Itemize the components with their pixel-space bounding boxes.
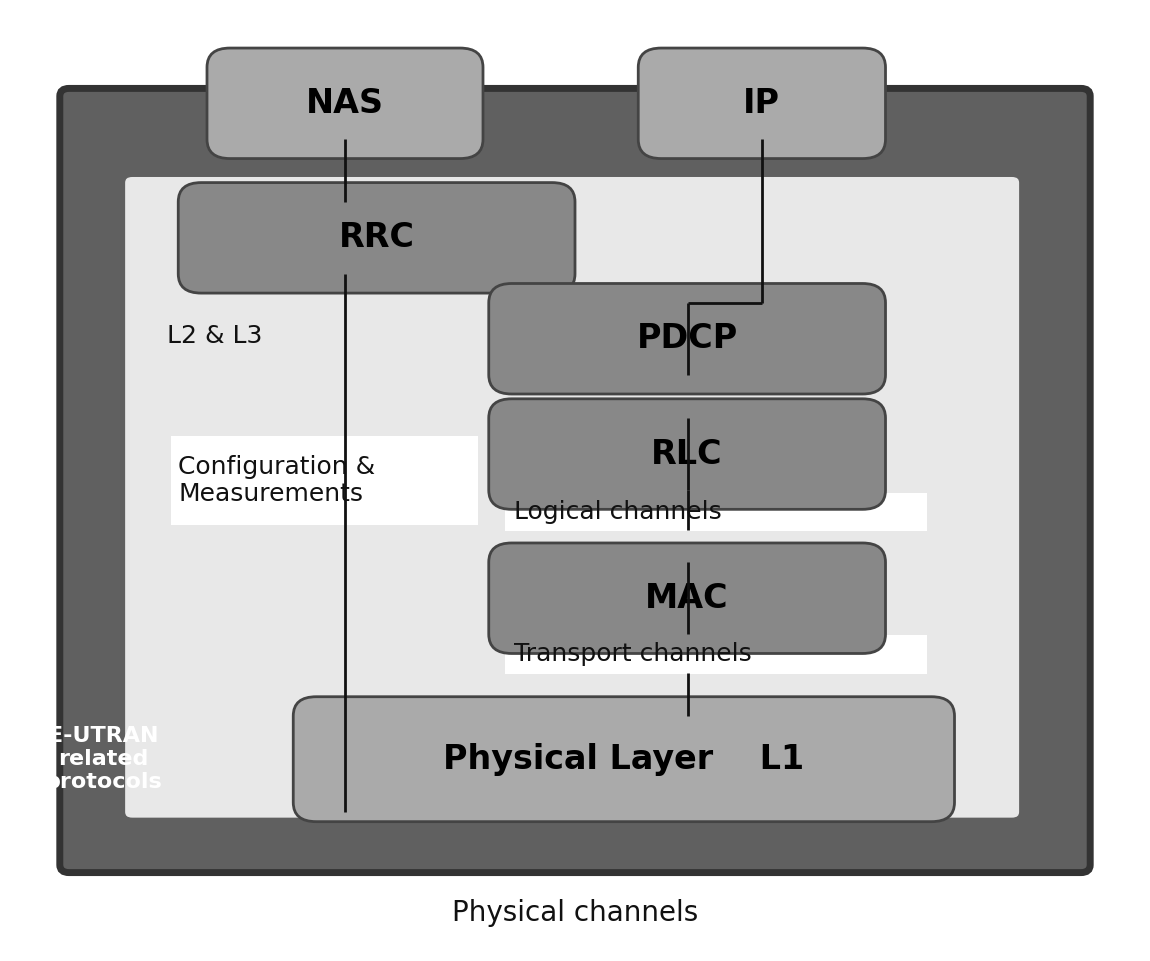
FancyBboxPatch shape xyxy=(505,493,927,531)
FancyBboxPatch shape xyxy=(171,436,478,525)
Text: Physical Layer    L1: Physical Layer L1 xyxy=(443,743,805,776)
Text: Physical channels: Physical channels xyxy=(452,899,698,927)
FancyBboxPatch shape xyxy=(489,399,886,509)
FancyBboxPatch shape xyxy=(489,283,886,394)
FancyBboxPatch shape xyxy=(293,697,954,822)
FancyBboxPatch shape xyxy=(638,48,886,159)
FancyBboxPatch shape xyxy=(505,635,927,674)
Text: MAC: MAC xyxy=(645,581,729,615)
FancyBboxPatch shape xyxy=(60,88,1090,873)
Text: IP: IP xyxy=(743,86,781,120)
Text: RRC: RRC xyxy=(338,221,415,255)
Text: E-UTRAN
related
protocols: E-UTRAN related protocols xyxy=(45,726,162,793)
Text: L2 & L3: L2 & L3 xyxy=(167,325,262,348)
Text: RLC: RLC xyxy=(651,437,723,471)
Text: Configuration &
Measurements: Configuration & Measurements xyxy=(178,455,375,506)
Text: PDCP: PDCP xyxy=(636,322,738,356)
FancyBboxPatch shape xyxy=(207,48,483,159)
FancyBboxPatch shape xyxy=(123,175,1021,820)
Text: Transport channels: Transport channels xyxy=(514,643,752,666)
FancyBboxPatch shape xyxy=(489,543,886,653)
Text: Logical channels: Logical channels xyxy=(514,501,722,524)
FancyBboxPatch shape xyxy=(178,183,575,293)
Text: NAS: NAS xyxy=(306,86,384,120)
